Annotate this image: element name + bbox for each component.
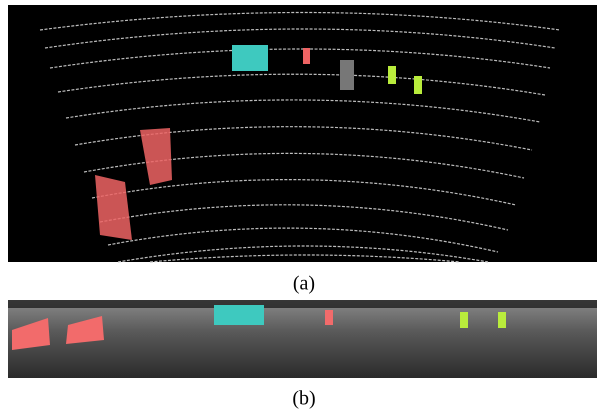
caption: (b) xyxy=(292,388,315,410)
scan-rings xyxy=(39,11,561,263)
point-cloud-view xyxy=(8,5,597,263)
caption: (a) xyxy=(293,273,315,295)
range-image-view xyxy=(8,300,597,378)
objects xyxy=(95,45,422,240)
